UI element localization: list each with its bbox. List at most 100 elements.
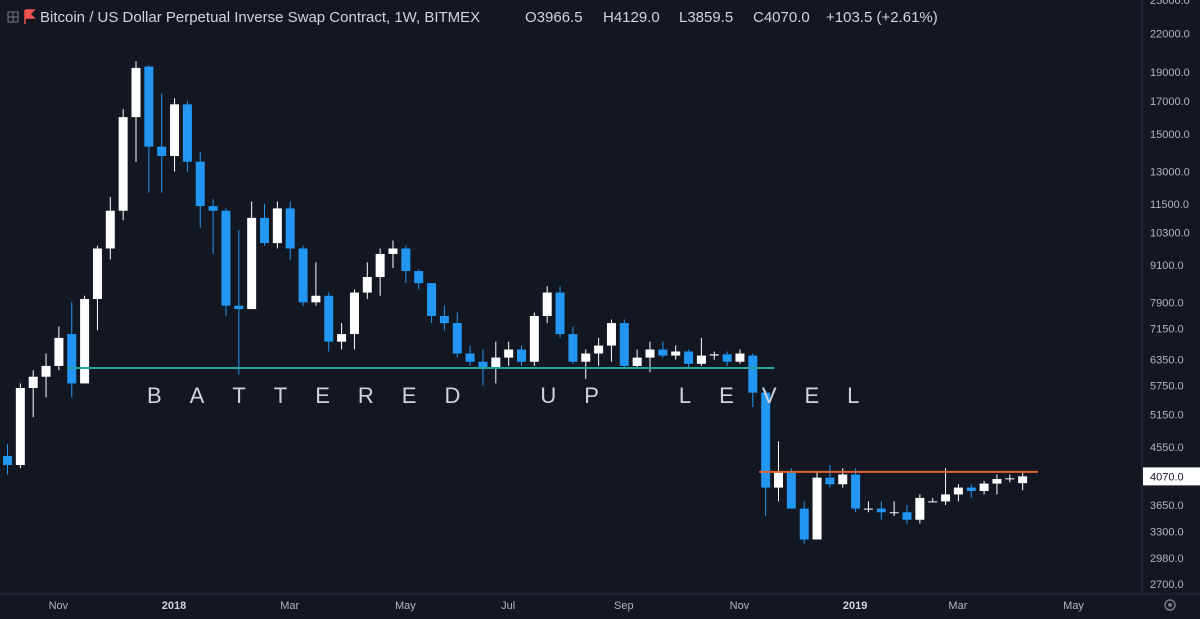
candle-body [28,376,38,388]
high-value: H4129.0 [603,9,660,26]
levels-group [67,367,1038,473]
time-tick-label: May [395,600,416,612]
price-tick-label: 22000.0 [1150,29,1190,41]
candle-body [260,217,269,244]
candle-body [362,277,372,293]
candle-body [349,292,359,335]
current-price-label: 4070.0 [1150,471,1184,483]
candle-body [157,146,167,156]
time-axis[interactable]: Nov 2018 Mar May Jul Sep Nov 2019 Mar May [49,600,1085,612]
candle-body [3,455,12,466]
candle-body [979,483,989,491]
price-tick-label: 3650.0 [1150,500,1184,512]
price-tick-label: 13000.0 [1150,167,1190,179]
candle-body [735,353,745,362]
time-tick-label: Nov [49,600,69,612]
candle-body [568,334,578,362]
time-tick-label: Mar [948,600,967,612]
price-tick-label: 17000.0 [1150,96,1190,108]
price-tick-label: 3300.0 [1150,526,1184,538]
candle-body [902,512,912,520]
time-tick-label: 2019 [843,600,867,612]
candle-body [15,387,25,466]
candle-body [414,271,424,284]
candle-body [876,508,886,513]
candle-body [478,361,488,369]
candle-body [915,497,925,520]
candle-body [41,365,51,377]
candle-body [632,357,642,366]
candle-body [722,354,732,362]
current-price-marker [1143,467,1200,486]
low-value: L3859.5 [679,9,733,26]
candle-body [671,351,681,356]
candle-body [144,66,154,147]
candle-body [748,355,758,393]
candle-body [863,508,873,510]
candle-body [517,349,526,362]
annotation-text: B A T T E R E D U P L E V E L [147,383,861,408]
time-tick-label: 2018 [162,600,186,612]
candle-body [131,67,141,118]
candle-body [465,353,475,362]
candle-body [54,337,64,366]
price-tick-label: 19000.0 [1150,67,1190,79]
candle-body [298,248,308,303]
candle-body [311,295,321,303]
candle-body [658,349,668,356]
candle-body [606,323,616,346]
price-tick-label: 7150.0 [1150,324,1184,336]
close-value: C4070.0 [753,9,810,26]
price-tick-label: 6350.0 [1150,355,1184,367]
flag-icon[interactable] [24,9,36,24]
candle-body [67,334,77,384]
settings-gear-icon[interactable] [1164,599,1176,611]
candle-body [247,217,257,310]
candle-body [388,248,398,254]
candle-body [992,478,1002,484]
candle-body [439,315,449,324]
time-tick-label: Jul [501,600,515,612]
candle-body [272,208,282,244]
candle-body [851,474,861,509]
open-value: O3966.5 [525,9,583,26]
time-tick-label: May [1063,600,1084,612]
candle-body [170,104,180,156]
crosshair-icon[interactable] [7,11,19,23]
candle-body [928,501,938,503]
price-tick-label: 10300.0 [1150,228,1190,240]
candle-body [799,508,809,540]
candle-body [285,208,295,249]
candle-body [555,292,565,335]
candle-body [645,349,655,358]
price-axis[interactable]: 25000.0 22000.0 19000.0 17000.0 15000.0 13000… [1143,0,1200,591]
time-tick-label: Nov [730,600,750,612]
candle-body [594,345,604,354]
price-tick-label: 11500.0 [1150,199,1189,211]
candle-body [208,206,218,211]
candle-body [709,354,719,356]
price-tick-label: 7900.0 [1150,297,1184,309]
candle-body [80,299,90,384]
price-tick-label: 5150.0 [1150,410,1184,422]
price-tick-label: 2980.0 [1150,553,1184,565]
candle-body [774,471,783,488]
time-tick-label: Mar [280,600,299,612]
candle-body [504,349,514,358]
candle-body [889,512,899,514]
candle-body [195,161,205,207]
candle-body [529,315,539,362]
candle-body [684,351,694,364]
price-tick-label: 15000.0 [1150,129,1190,141]
candle-body [542,292,552,316]
price-tick-label: 25000.0 [1150,0,1190,7]
candle-body [452,323,462,354]
price-tick-label: 5750.0 [1150,381,1184,393]
candle-body [491,357,501,369]
candle-body [427,283,437,316]
legend-header: Bitcoin / US Dollar Perpetual Inverse Sw… [7,9,938,26]
candle-body [941,494,951,502]
